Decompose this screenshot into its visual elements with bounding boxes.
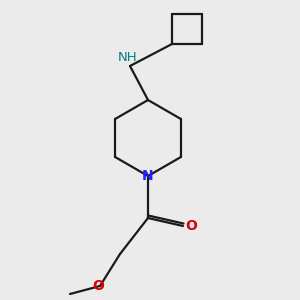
Text: NH: NH [118,51,138,64]
Text: O: O [185,219,197,233]
Text: O: O [92,279,104,293]
Text: N: N [142,169,154,183]
